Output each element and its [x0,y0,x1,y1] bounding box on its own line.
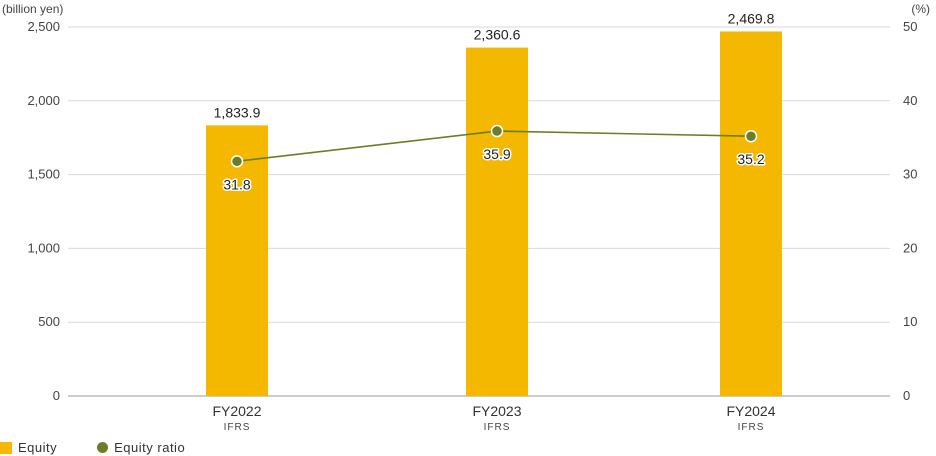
left-tick-label: 1,500 [27,167,60,182]
legend-label-equity: Equity [18,440,58,455]
left-tick-label: 2,500 [27,19,60,34]
category-label: FY2023 [472,403,521,419]
equity-bar [466,47,528,396]
equity-bar [720,31,782,396]
equity-ratio-line [230,124,758,168]
legend-item-equity-ratio: Equity ratio [97,440,185,455]
right-tick-label: 30 [903,167,917,182]
right-tick-label: 20 [903,240,917,255]
legend: Equity Equity ratio [0,440,225,455]
equity-ratio-value-label: 31.8 [223,176,250,192]
equity-ratio-point [230,155,244,168]
right-axis-unit: (%) [911,2,930,16]
equity-ratio-point [490,124,504,138]
equity-value-label: 1,833.9 [214,104,261,120]
left-tick-label: 1,000 [27,240,60,255]
left-tick-label: 2,000 [27,93,60,108]
left-tick-label: 0 [53,388,60,403]
equity-ratio-value-label: 35.9 [483,146,510,162]
right-axis-ticks: 0 10 20 30 40 50 [903,19,917,403]
data-labels: 1,833.9 2,360.6 2,469.8 31.8 35.9 35.2 [214,10,775,193]
legend-item-equity: Equity [0,440,57,455]
legend-swatch-bar [0,441,12,454]
right-tick-label: 50 [903,19,917,34]
equity-ratio-value-label: 35.2 [737,151,764,167]
legend-label-equity-ratio: Equity ratio [114,440,186,455]
category-sublabel: IFRS [738,422,765,433]
left-axis-ticks: 0 500 1,000 1,500 2,000 2,500 [27,19,60,403]
category-label: FY2024 [726,403,775,419]
left-tick-label: 500 [38,314,60,329]
equity-bars [206,31,782,397]
equity-value-label: 2,360.6 [474,27,521,43]
right-tick-label: 0 [903,388,910,403]
legend-swatch-dot [97,442,109,453]
right-tick-label: 10 [903,314,917,329]
left-axis-unit: (billion yen) [2,2,63,16]
equity-ratio-point [744,129,758,143]
category-label: FY2022 [212,403,261,419]
equity-bar [206,125,268,397]
category-labels: FY2022 IFRS FY2023 IFRS FY2024 IFRS [212,403,775,433]
category-sublabel: IFRS [484,422,511,433]
category-sublabel: IFRS [224,422,251,433]
right-tick-label: 40 [903,93,917,108]
equity-chart: (billion yen) (%) 05001,0001,5002,0002,5… [2,2,930,433]
equity-value-label: 2,469.8 [728,10,775,26]
